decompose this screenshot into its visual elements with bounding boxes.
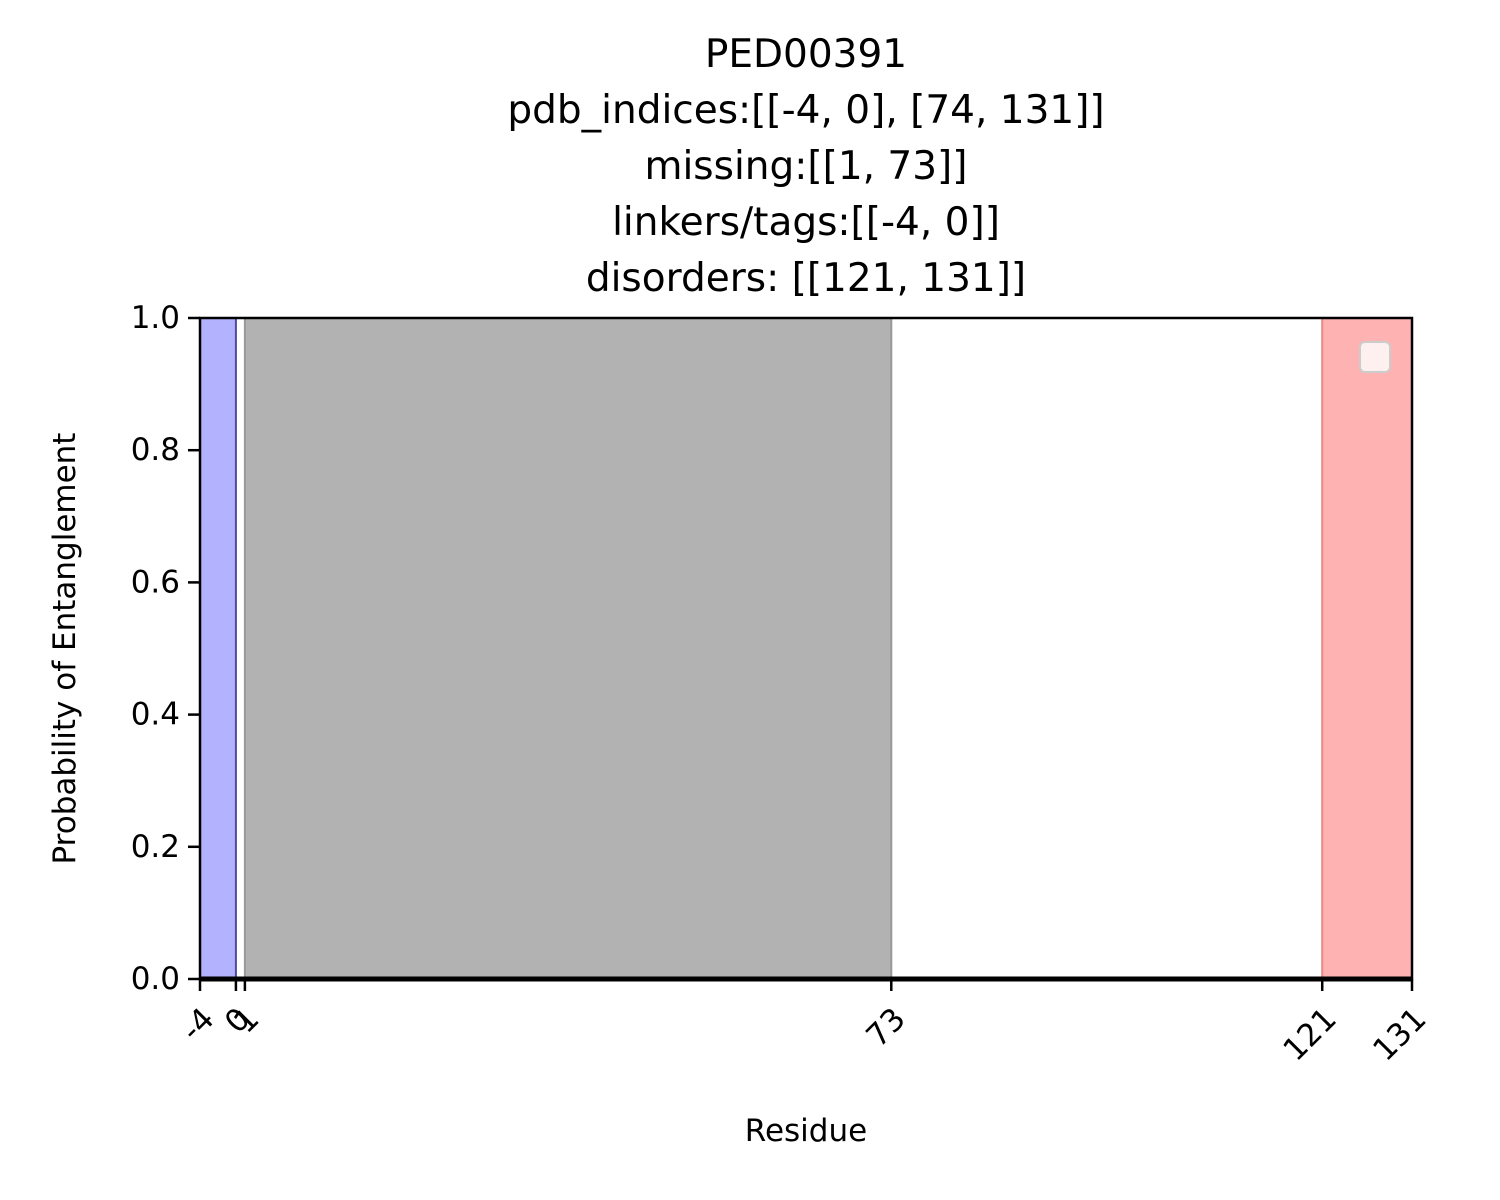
- x-axis-ticks: -401 73 121 131: [174, 979, 1434, 1068]
- x-axis-label: Residue: [745, 1113, 867, 1149]
- y-tick-label: 0.0: [131, 961, 180, 997]
- region-missing: [244, 318, 892, 979]
- region-linkers-tags: [200, 318, 236, 979]
- title-line: disorders: [[121, 131]]: [586, 256, 1026, 301]
- x-tick-label: 121: [1276, 1001, 1343, 1068]
- legend-box: [1359, 341, 1391, 373]
- y-axis-label: Probability of Entanglement: [47, 433, 83, 865]
- y-tick-label: 1.0: [131, 300, 180, 336]
- y-tick-label: 0.6: [131, 564, 180, 600]
- y-tick-label: 0.4: [131, 697, 180, 733]
- x-tick-label: -4: [174, 1001, 221, 1048]
- chart-title: PED00391 pdb_indices:[[-4, 0], [74, 131]]…: [507, 32, 1104, 301]
- legend: [1359, 341, 1391, 373]
- x-tick-label: 131: [1366, 1001, 1433, 1068]
- title-line: pdb_indices:[[-4, 0], [74, 131]]: [507, 88, 1104, 133]
- shaded-regions: [199, 318, 1413, 979]
- x-tick-label: 73: [859, 1001, 912, 1054]
- y-axis-ticks: 0.0 0.2 0.4 0.6 0.8 1.0: [131, 300, 200, 997]
- title-line: linkers/tags:[[-4, 0]]: [612, 200, 1000, 245]
- title-line: missing:[[1, 73]]: [644, 144, 967, 189]
- region-disorders: [1322, 318, 1412, 979]
- y-tick-label: 0.8: [131, 432, 180, 468]
- title-line: PED00391: [705, 32, 907, 77]
- y-tick-label: 0.2: [131, 829, 180, 865]
- plot-frame: [198, 316, 1414, 981]
